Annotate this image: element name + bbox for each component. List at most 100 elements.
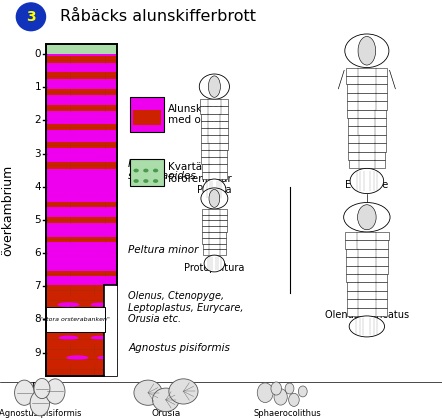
Ellipse shape	[57, 302, 80, 307]
Ellipse shape	[34, 378, 50, 399]
Text: m: m	[32, 380, 41, 390]
FancyBboxPatch shape	[202, 209, 227, 215]
FancyBboxPatch shape	[347, 110, 386, 118]
Ellipse shape	[358, 205, 376, 230]
Ellipse shape	[209, 189, 220, 207]
FancyBboxPatch shape	[347, 93, 387, 101]
FancyBboxPatch shape	[203, 249, 226, 255]
Text: 3: 3	[26, 10, 36, 24]
Ellipse shape	[271, 382, 282, 395]
Ellipse shape	[49, 96, 102, 103]
FancyBboxPatch shape	[347, 274, 387, 282]
Bar	[46, 124, 117, 130]
FancyBboxPatch shape	[347, 76, 387, 84]
FancyBboxPatch shape	[202, 215, 227, 220]
Ellipse shape	[133, 179, 139, 183]
Ellipse shape	[134, 380, 162, 405]
Ellipse shape	[46, 379, 65, 404]
Text: Orusia: Orusia	[151, 409, 180, 418]
Bar	[46, 271, 117, 276]
FancyBboxPatch shape	[348, 135, 386, 143]
FancyBboxPatch shape	[201, 143, 228, 150]
FancyBboxPatch shape	[347, 282, 387, 291]
Text: 2: 2	[34, 116, 41, 126]
Bar	[46, 89, 117, 94]
Ellipse shape	[345, 34, 389, 68]
Ellipse shape	[274, 389, 287, 405]
Text: Agnostus pisiformis: Agnostus pisiformis	[128, 343, 230, 353]
Ellipse shape	[143, 179, 149, 183]
FancyBboxPatch shape	[348, 143, 385, 152]
FancyBboxPatch shape	[347, 101, 387, 110]
FancyBboxPatch shape	[348, 126, 386, 135]
Ellipse shape	[97, 356, 115, 360]
Text: 7: 7	[34, 281, 41, 291]
FancyBboxPatch shape	[346, 68, 388, 76]
FancyBboxPatch shape	[201, 136, 228, 143]
Text: överkambrium: överkambrium	[1, 164, 15, 256]
Bar	[133, 110, 161, 125]
Bar	[104, 285, 117, 376]
Ellipse shape	[199, 74, 229, 99]
Text: Kvartära
föroreningar: Kvartära föroreningar	[168, 162, 232, 184]
Ellipse shape	[152, 388, 179, 412]
Ellipse shape	[49, 113, 106, 120]
FancyBboxPatch shape	[202, 238, 226, 244]
Bar	[130, 159, 164, 186]
Text: Alunskiffer
med orsten: Alunskiffer med orsten	[168, 104, 228, 125]
Text: "stora orsterabanken": "stora orsterabanken"	[40, 317, 110, 322]
Text: Peltura
scarabaoides: Peltura scarabaoides	[128, 159, 197, 181]
Ellipse shape	[208, 76, 221, 97]
Bar	[46, 105, 117, 111]
Text: 1: 1	[34, 82, 41, 92]
Ellipse shape	[55, 245, 99, 252]
Text: Eurycare: Eurycare	[345, 180, 389, 190]
Text: Peltura: Peltura	[197, 185, 232, 195]
Text: 8: 8	[34, 315, 41, 325]
Text: Agnostus pisiformis: Agnostus pisiformis	[0, 409, 81, 418]
FancyBboxPatch shape	[202, 220, 227, 226]
Ellipse shape	[203, 179, 226, 200]
FancyBboxPatch shape	[347, 118, 386, 126]
Text: Peltura minor: Peltura minor	[128, 245, 198, 255]
FancyBboxPatch shape	[201, 121, 228, 128]
Ellipse shape	[91, 302, 108, 307]
Ellipse shape	[257, 383, 273, 402]
FancyBboxPatch shape	[202, 226, 227, 232]
Bar	[46, 285, 117, 376]
Ellipse shape	[349, 316, 385, 337]
Bar	[46, 54, 117, 285]
Ellipse shape	[141, 102, 153, 109]
FancyBboxPatch shape	[201, 114, 228, 121]
Bar	[130, 97, 164, 131]
FancyBboxPatch shape	[202, 244, 226, 249]
FancyBboxPatch shape	[202, 232, 226, 238]
Text: 5: 5	[34, 215, 41, 225]
Text: Sphaerocolithus: Sphaerocolithus	[253, 409, 321, 418]
Ellipse shape	[62, 177, 102, 187]
FancyBboxPatch shape	[347, 291, 387, 299]
FancyBboxPatch shape	[346, 240, 389, 249]
FancyBboxPatch shape	[348, 152, 385, 160]
FancyBboxPatch shape	[347, 299, 387, 307]
FancyBboxPatch shape	[46, 307, 105, 331]
Text: 4: 4	[34, 182, 41, 192]
Text: Olenus, Ctenopyge,
Leptoplastus, Eurycare,
Orusia etc.: Olenus, Ctenopyge, Leptoplastus, Eurycar…	[128, 291, 244, 325]
Ellipse shape	[169, 379, 198, 404]
FancyBboxPatch shape	[201, 128, 228, 136]
Bar	[46, 44, 117, 376]
Bar	[46, 202, 117, 207]
Bar	[46, 142, 117, 147]
FancyBboxPatch shape	[347, 84, 387, 93]
Ellipse shape	[344, 202, 390, 232]
Ellipse shape	[285, 383, 294, 394]
Circle shape	[16, 3, 46, 31]
Bar	[46, 217, 117, 223]
FancyBboxPatch shape	[200, 106, 229, 114]
Ellipse shape	[133, 168, 139, 172]
FancyBboxPatch shape	[345, 232, 389, 240]
Ellipse shape	[358, 37, 376, 65]
FancyBboxPatch shape	[202, 157, 227, 165]
FancyBboxPatch shape	[347, 307, 386, 316]
Ellipse shape	[30, 391, 50, 416]
